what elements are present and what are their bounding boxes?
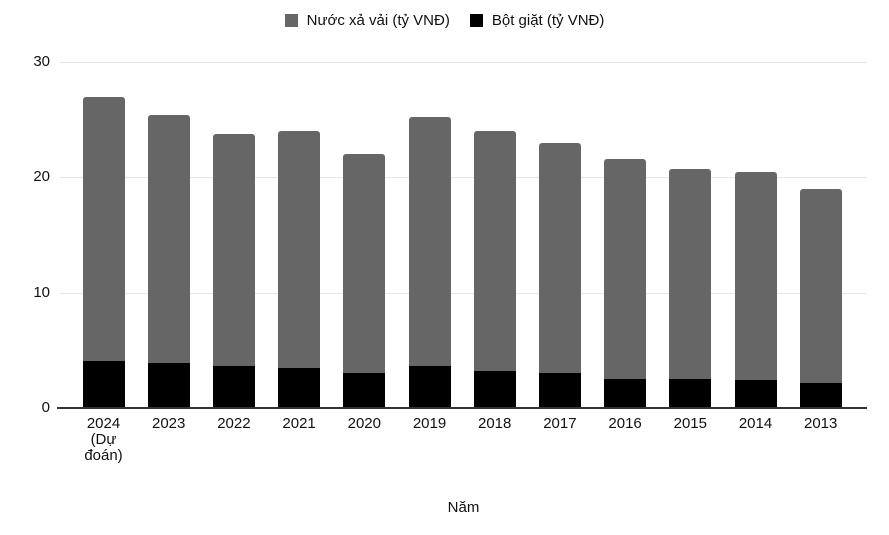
- x-tick-label: 2019: [412, 415, 447, 432]
- x-axis-line: [57, 407, 867, 409]
- x-tick-label: 2024 (Dự đoán): [84, 415, 123, 464]
- bar-segment-2013-nuoc-xa-vai: [799, 188, 842, 383]
- x-tick-label: 2016: [608, 415, 642, 432]
- x-axis-title: Năm: [447, 499, 480, 516]
- y-tick-label: 10: [33, 283, 50, 301]
- x-tick-label: 2018: [478, 415, 512, 432]
- bar-segment-2018-nuoc-xa-vai: [473, 131, 516, 372]
- legend-item-nuoc-xa-vai: Nước xả vải (tỷ VNĐ): [284, 12, 450, 29]
- plot-area: [57, 62, 867, 409]
- bar-segment-2024-nuoc-xa-vai: [82, 96, 125, 361]
- gridline-y-20: [60, 177, 867, 179]
- bar-segment-2016-nuoc-xa-vai: [604, 158, 647, 380]
- legend-swatch-icon: [469, 14, 483, 27]
- x-tick-label: 2015: [673, 415, 707, 432]
- bar-segment-2018-bot-giat: [473, 371, 516, 408]
- bar-segment-2020-bot-giat: [343, 373, 386, 408]
- gridline-y-30: [60, 62, 867, 63]
- bar-segment-2019-nuoc-xa-vai: [408, 117, 451, 367]
- x-tick-label: 2021: [282, 415, 316, 432]
- bar-segment-2020-nuoc-xa-vai: [343, 154, 386, 374]
- bar-segment-2019-bot-giat: [408, 366, 451, 408]
- legend: Nước xả vải (tỷ VNĐ) Bột giặt (tỷ VNĐ): [0, 12, 889, 29]
- bar-segment-2021-nuoc-xa-vai: [278, 131, 321, 368]
- x-tick-label: 2023: [152, 415, 186, 432]
- bar-segment-2024-bot-giat: [82, 360, 125, 408]
- bar-segment-2017-nuoc-xa-vai: [538, 142, 581, 374]
- legend-label: Nước xả vải (tỷ VNĐ): [306, 12, 450, 29]
- bar-segment-2023-nuoc-xa-vai: [147, 115, 190, 364]
- x-tick-label: 2013: [804, 415, 838, 432]
- bar-segment-2023-bot-giat: [147, 363, 190, 408]
- x-tick-label: 2014: [738, 415, 773, 432]
- legend-label: Bột giặt (tỷ VNĐ): [491, 12, 605, 29]
- gridline-y-10: [60, 292, 867, 294]
- bar-segment-2014-nuoc-xa-vai: [734, 171, 777, 381]
- bar-segment-2016-bot-giat: [604, 379, 647, 408]
- legend-swatch-icon: [284, 14, 298, 27]
- bar-segment-2022-bot-giat: [212, 366, 255, 408]
- bar-segment-2015-nuoc-xa-vai: [669, 169, 712, 380]
- y-tick-label: 20: [33, 168, 50, 186]
- legend-item-bot-giat: Bột giặt (tỷ VNĐ): [469, 12, 605, 29]
- x-tick-label: 2020: [347, 415, 381, 432]
- bar-segment-2022-nuoc-xa-vai: [212, 133, 255, 367]
- x-tick-label: 2022: [217, 415, 251, 432]
- bar-segment-2021-bot-giat: [278, 367, 321, 408]
- bar-segment-2013-bot-giat: [799, 382, 842, 408]
- x-tick-label: 2017: [543, 415, 577, 432]
- y-tick-label: 30: [33, 53, 50, 70]
- y-tick-label: 0: [41, 399, 50, 416]
- bar-segment-2014-bot-giat: [734, 380, 777, 408]
- bar-segment-2017-bot-giat: [538, 373, 581, 408]
- bar-segment-2015-bot-giat: [669, 379, 712, 408]
